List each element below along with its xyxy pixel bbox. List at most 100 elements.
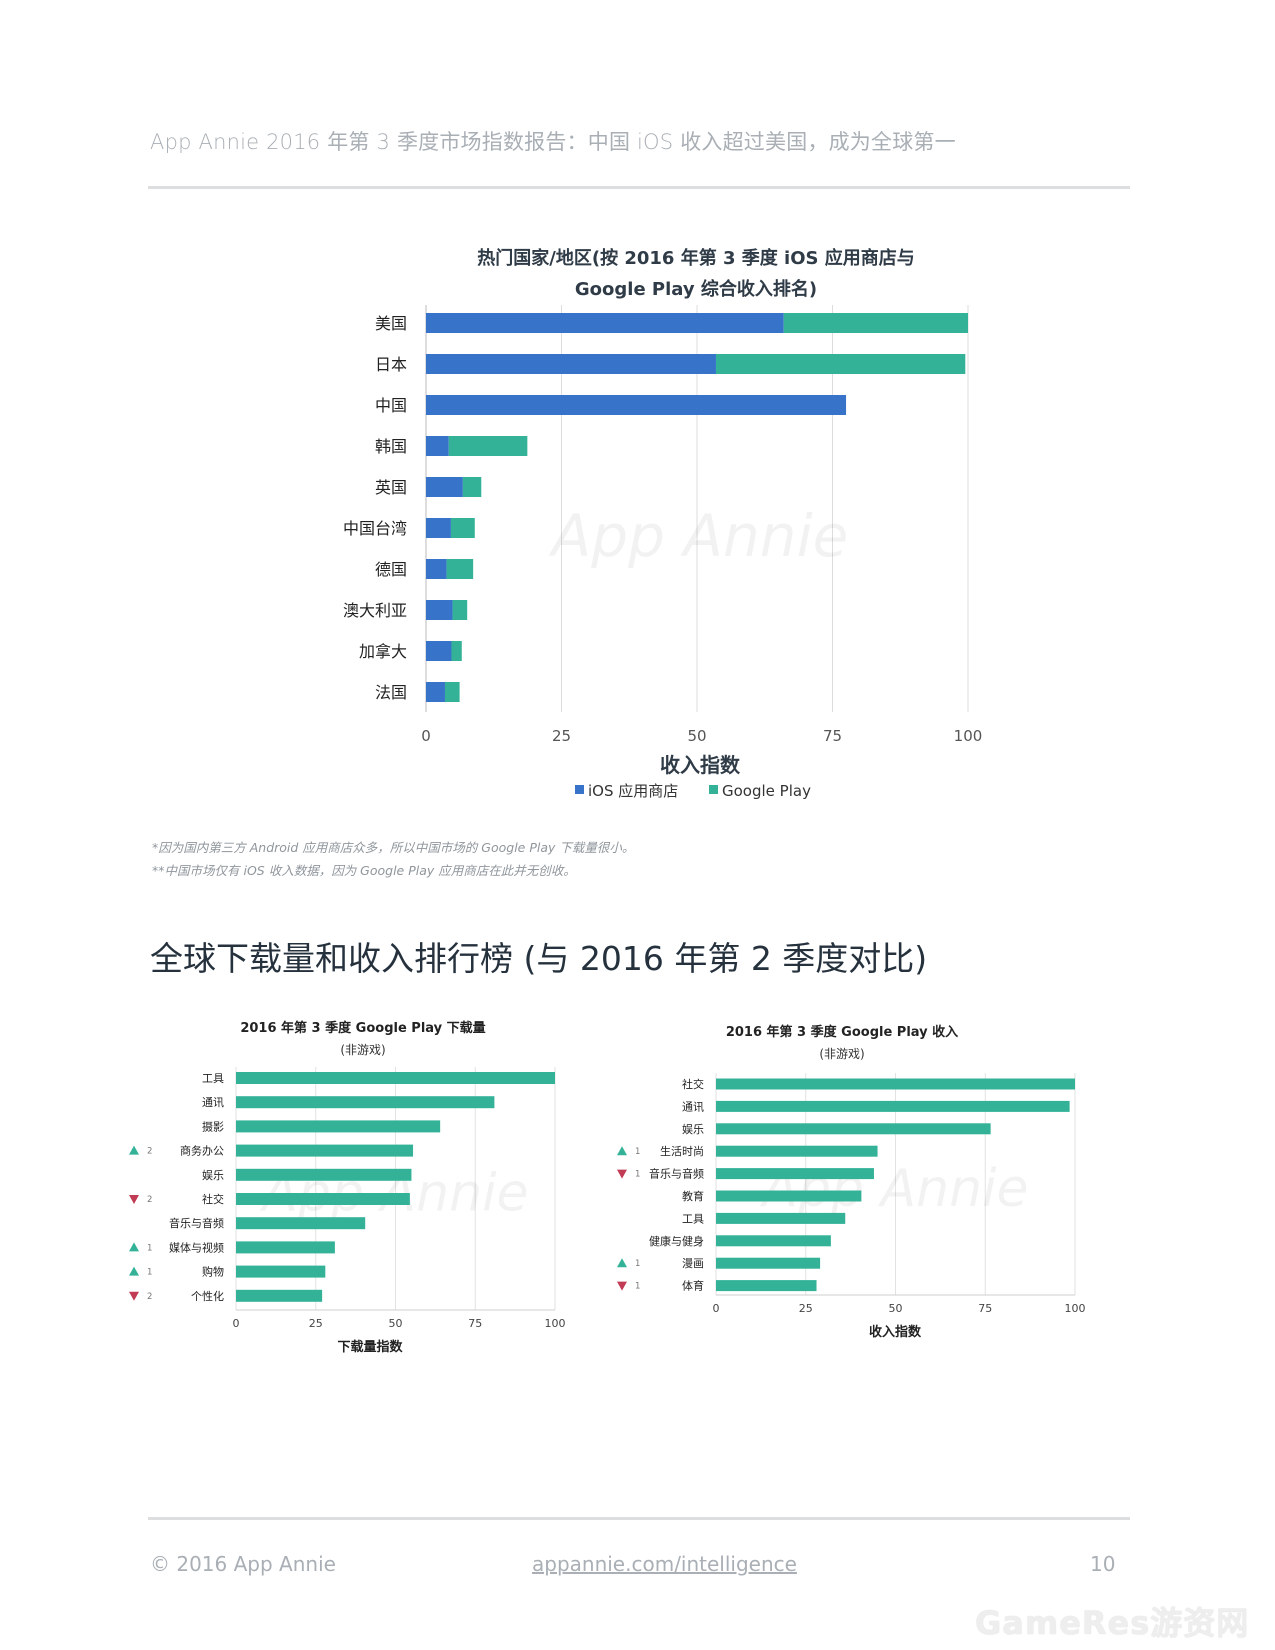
chart-title-line1: 热门国家/地区(按 2016 年第 3 季度 iOS 应用商店与 <box>477 247 914 269</box>
chart-title-line2: (非游戏) <box>340 1043 385 1057</box>
x-tick-label: 25 <box>552 727 571 745</box>
rank-change-value: 2 <box>147 1147 152 1157</box>
chart-watermark: App Annie <box>548 502 849 570</box>
rank-change-value: 2 <box>147 1292 152 1302</box>
category-label: 社交 <box>202 1192 224 1206</box>
category-label: 漫画 <box>682 1256 704 1270</box>
page-number: 10 <box>1090 1552 1116 1576</box>
category-label: 美国 <box>375 314 407 333</box>
bar-google-play <box>444 682 460 702</box>
footer-divider <box>148 1517 1130 1520</box>
legend-swatch-google-play <box>709 785 718 794</box>
category-label: 娱乐 <box>202 1168 224 1182</box>
bar <box>236 1265 326 1278</box>
category-label: 中国台湾 <box>343 519 407 538</box>
report-header-title: App Annie 2016 年第 3 季度市场指数报告：中国 iOS 收入超过… <box>150 130 956 154</box>
bar <box>236 1289 323 1302</box>
bar-google-play <box>715 354 966 374</box>
chart-title-line1: 2016 年第 3 季度 Google Play 收入 <box>726 1024 958 1040</box>
category-label: 通讯 <box>682 1100 704 1113</box>
header-divider <box>148 186 1130 189</box>
category-label: 社交 <box>682 1077 704 1091</box>
x-tick-label: 0 <box>233 1317 240 1330</box>
x-tick-label: 0 <box>713 1302 720 1315</box>
rank-up-icon <box>129 1145 139 1155</box>
category-label: 工具 <box>682 1212 704 1225</box>
bar <box>716 1078 1075 1090</box>
x-tick-label: 50 <box>687 727 706 745</box>
section-title: 全球下载量和收入排行榜 (与 2016 年第 2 季度对比) <box>150 939 928 978</box>
category-label: 摄影 <box>202 1119 224 1133</box>
category-label: 教育 <box>682 1189 704 1203</box>
category-label: 生活时尚 <box>660 1144 704 1158</box>
bar <box>236 1096 495 1109</box>
bar <box>716 1123 991 1135</box>
category-label: 德国 <box>375 560 407 579</box>
bar <box>716 1235 831 1247</box>
rank-down-icon <box>617 1281 627 1291</box>
chart-watermark: App Annie <box>759 1159 1028 1219</box>
rank-up-icon <box>617 1146 627 1156</box>
chart-title-line2: (非游戏) <box>819 1047 864 1061</box>
legend-label-google-play: Google Play <box>722 782 811 800</box>
rank-up-icon <box>129 1266 139 1276</box>
category-label: 商务办公 <box>180 1144 224 1158</box>
x-tick-label: 50 <box>889 1302 903 1315</box>
category-label: 个性化 <box>191 1289 224 1303</box>
bar <box>716 1100 1070 1112</box>
category-label: 中国 <box>375 396 407 415</box>
chart-title-line1: 2016 年第 3 季度 Google Play 下载量 <box>240 1020 485 1036</box>
rank-change-value: 1 <box>635 1147 640 1157</box>
rank-change-value: 2 <box>147 1195 152 1205</box>
rank-down-icon <box>617 1169 627 1179</box>
bar <box>716 1190 862 1202</box>
bar <box>236 1168 412 1181</box>
legend-swatch-ios <box>575 785 584 794</box>
category-label: 音乐与音频 <box>649 1167 704 1181</box>
gp-revenue-chart: 2016 年第 3 季度 Google Play 收入 (非游戏) 0 25 50 75 1… <box>617 1024 1086 1340</box>
chart-title-line2: Google Play 综合收入排名) <box>575 278 817 300</box>
x-tick-label: 25 <box>799 1302 813 1315</box>
rank-change-value: 1 <box>635 1282 640 1292</box>
rank-down-icon <box>129 1291 139 1301</box>
bar <box>716 1168 874 1180</box>
category-label: 韩国 <box>375 437 407 456</box>
category-label: 澳大利亚 <box>343 601 407 620</box>
bar-ios <box>426 354 716 374</box>
x-tick-label: 50 <box>389 1317 403 1330</box>
x-axis-title: 收入指数 <box>869 1324 922 1340</box>
x-axis-title: 下载量指数 <box>337 1339 403 1355</box>
category-label: 英国 <box>375 478 407 497</box>
footer-link[interactable]: appannie.com/intelligence <box>532 1552 797 1576</box>
category-label: 加拿大 <box>359 642 407 661</box>
bar-google-play <box>451 641 462 661</box>
x-tick-label: 100 <box>545 1317 566 1330</box>
bar <box>716 1257 821 1269</box>
bar-google-play <box>450 518 475 538</box>
rank-up-icon <box>129 1242 139 1252</box>
footnote-android: *因为国内第三方 Android 应用商店众多，所以中国市场的 Google P… <box>152 840 635 855</box>
bar-ios <box>426 600 453 620</box>
bar <box>236 1120 441 1133</box>
country-revenue-chart: 热门国家/地区(按 2016 年第 3 季度 iOS 应用商店与 Google P… <box>343 247 983 800</box>
rank-change-value: 1 <box>635 1259 640 1269</box>
footnote-china-ios: **中国市场仅有 iOS 收入数据，因为 Google Play 应用商店在此并… <box>152 863 576 878</box>
x-tick-label: 100 <box>954 727 983 745</box>
category-label: 购物 <box>202 1265 224 1279</box>
bar <box>236 1241 335 1254</box>
bar-ios <box>426 682 445 702</box>
legend-label-ios: iOS 应用商店 <box>588 782 678 800</box>
rank-down-icon <box>129 1195 139 1204</box>
bar-google-play <box>462 477 482 497</box>
bar-ios <box>426 559 447 579</box>
category-label: 法国 <box>375 683 407 702</box>
category-label: 工具 <box>202 1072 224 1085</box>
bar-google-play <box>783 313 968 333</box>
category-label: 健康与健身 <box>649 1234 704 1248</box>
bar <box>716 1212 846 1224</box>
rank-change-value: 1 <box>147 1243 152 1253</box>
bar-ios <box>426 313 784 333</box>
category-label: 娱乐 <box>682 1122 704 1136</box>
rank-change-value: 1 <box>147 1268 152 1278</box>
category-label: 音乐与音频 <box>169 1216 224 1230</box>
